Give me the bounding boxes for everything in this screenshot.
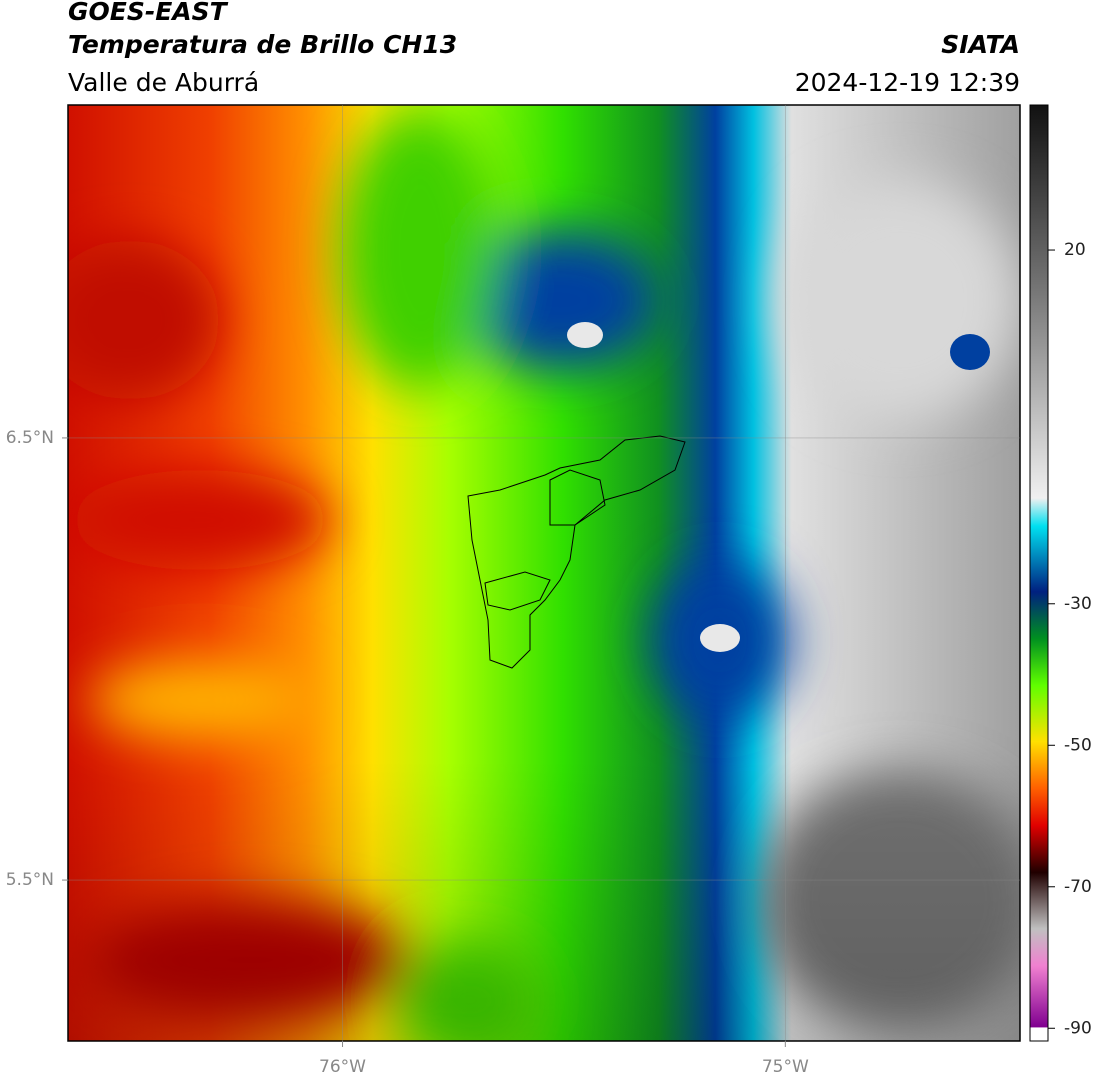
title: GOES-EAST — [68, 0, 229, 26]
satellite-image — [68, 105, 1020, 1041]
datetime: 2024-12-19 12:39 — [795, 68, 1020, 97]
colorbar-tick-label: -90 — [1064, 1018, 1092, 1038]
colorbar-tick-label: -50 — [1064, 735, 1092, 755]
colorbar-tick-label: -70 — [1064, 877, 1092, 897]
map-frame — [67, 104, 1021, 1042]
source: SIATA — [941, 30, 1020, 59]
lat-tick-label: 6.5°N — [6, 428, 54, 448]
subtitle: Temperatura de Brillo CH13 — [68, 30, 457, 59]
colorbar-tick-label: 20 — [1064, 240, 1086, 260]
colorbar — [1029, 104, 1049, 1042]
colorbar-tick-label: -30 — [1064, 594, 1092, 614]
lat-tick-label: 5.5°N — [6, 870, 54, 890]
region: Valle de Aburrá — [68, 68, 259, 97]
lon-tick-label: 75°W — [762, 1057, 809, 1077]
lon-tick-label: 76°W — [319, 1057, 366, 1077]
